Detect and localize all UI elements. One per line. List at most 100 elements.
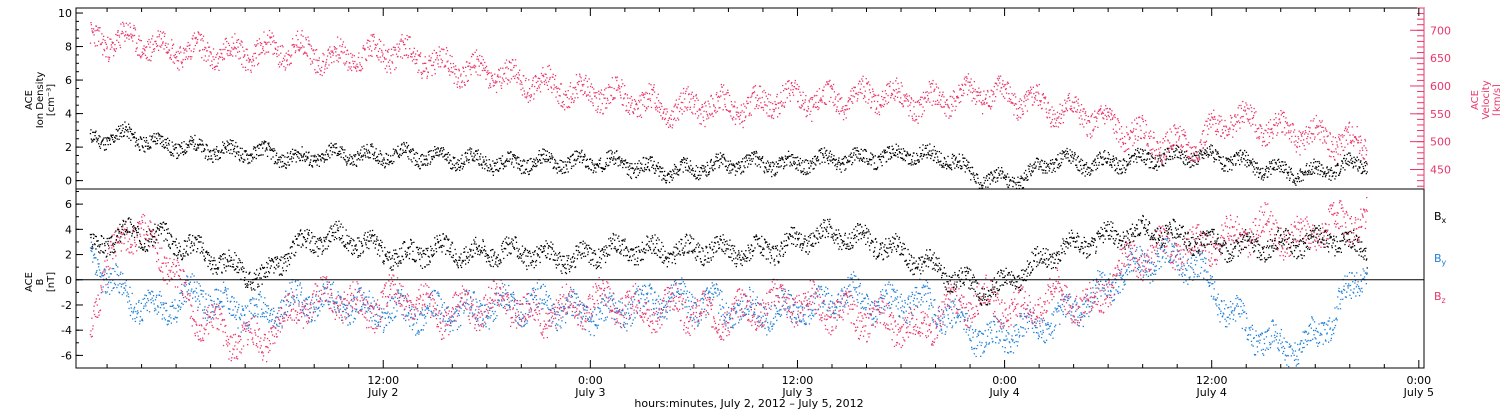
data-point [344,51,345,52]
data-point [1197,164,1198,165]
data-point [541,82,542,83]
data-point [531,86,532,87]
data-point [1207,148,1208,149]
data-point [1196,155,1197,156]
data-point [1042,172,1043,173]
data-point [1149,167,1150,168]
data-point [232,55,233,56]
data-point [860,158,861,159]
data-point [1252,159,1253,160]
data-point [1031,97,1032,98]
data-point [1304,174,1305,175]
data-point [1158,158,1159,159]
data-point [433,65,434,66]
data-point [1033,87,1034,88]
data-point [1022,178,1023,179]
data-point [801,162,802,163]
data-point [1137,148,1138,149]
data-point [413,157,414,158]
data-point [188,147,189,148]
data-point [995,172,996,173]
data-point [594,165,595,166]
data-point [729,95,730,96]
data-point [357,153,358,154]
data-point [1321,164,1322,165]
data-point [797,84,798,85]
data-point [370,144,371,145]
data-point [307,55,308,56]
data-point [978,88,979,89]
data-point [549,79,550,80]
data-point [321,67,322,68]
data-point [893,148,894,149]
data-point [212,56,213,57]
data-point [817,158,818,159]
data-point [804,102,805,103]
data-point [1210,144,1211,145]
data-point [704,126,705,127]
data-point [1175,155,1176,156]
data-point [330,150,331,151]
data-point [937,159,938,160]
data-point [954,168,955,169]
data-point [414,154,415,155]
data-point [633,113,634,114]
data-point [1038,105,1039,106]
data-point [864,95,865,96]
data-point [388,49,389,50]
data-point [237,52,238,53]
data-point [505,67,506,68]
data-point [417,72,418,73]
data-point [643,93,644,94]
data-point [568,171,569,172]
data-point [791,82,792,83]
data-point [1249,160,1250,161]
data-point [885,100,886,101]
data-point [590,86,591,87]
data-point [1125,172,1126,173]
data-point [790,156,791,157]
data-point [1037,85,1038,86]
data-point [626,110,627,111]
data-point [423,164,424,165]
data-point [318,65,319,66]
data-point [161,142,162,143]
data-point [669,182,670,183]
data-point [415,63,416,64]
data-point [93,28,94,29]
data-point [207,50,208,51]
data-point [496,81,497,82]
data-point [257,145,258,146]
data-point [1111,165,1112,166]
data-point [455,69,456,70]
data-point [214,69,215,70]
data-point [1020,98,1021,99]
data-point [870,152,871,153]
data-point [1072,161,1073,162]
data-point [411,151,412,152]
data-point [237,146,238,147]
data-point [462,80,463,81]
data-point [592,164,593,165]
data-point [1052,119,1053,120]
data-point [783,168,784,169]
data-point [293,158,294,159]
data-point [699,123,700,124]
data-point [249,162,250,163]
data-point [948,118,949,119]
data-point [553,89,554,90]
data-point [1091,169,1092,170]
data-point [624,97,625,98]
data-point [699,178,700,179]
data-point [967,94,968,95]
data-point [116,129,117,130]
data-point [694,174,695,175]
data-point [692,113,693,114]
data-point [844,170,845,171]
data-point [131,129,132,130]
data-point [1012,103,1013,104]
data-point [1095,162,1096,163]
data-point [125,129,126,130]
data-point [285,69,286,70]
data-point [340,153,341,154]
